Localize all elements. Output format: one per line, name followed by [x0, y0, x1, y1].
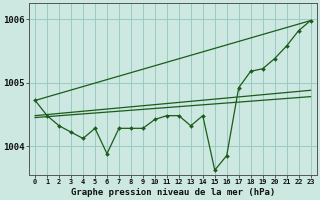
X-axis label: Graphe pression niveau de la mer (hPa): Graphe pression niveau de la mer (hPa)	[71, 188, 275, 197]
